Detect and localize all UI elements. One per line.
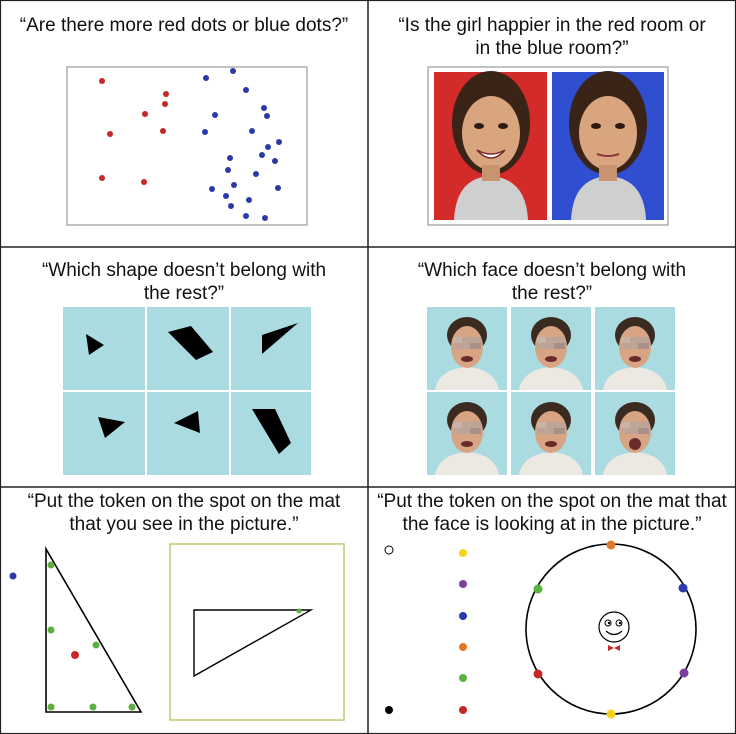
mat-spot — [47, 561, 55, 569]
face-happy-icon — [452, 71, 530, 220]
blue-dot — [212, 112, 218, 118]
shape-tile — [147, 392, 229, 475]
blue-dot — [223, 193, 229, 199]
blue-dot — [225, 167, 231, 173]
panel-shapes: “Which shape doesn’t belong with the res… — [0, 247, 368, 487]
red-dot — [141, 179, 147, 185]
circle-display — [384, 540, 697, 719]
circle-spot-orange — [606, 540, 616, 550]
dots-display — [66, 66, 308, 226]
face-tile — [427, 307, 507, 390]
token-red — [459, 706, 467, 714]
blue-dot — [253, 171, 259, 177]
blue-dot — [249, 128, 255, 134]
blue-dot — [231, 182, 237, 188]
mat-spot — [92, 641, 100, 649]
triangle-display — [9, 543, 345, 721]
token-green — [459, 674, 467, 682]
circle-spot-red — [533, 669, 543, 679]
blue-dot — [261, 105, 267, 111]
mat-spot — [47, 626, 55, 634]
mat-spot — [89, 703, 97, 711]
circle-spot-yellow — [606, 709, 616, 719]
blue-dot — [230, 68, 236, 74]
token-column — [384, 545, 467, 714]
face-tile — [511, 392, 591, 475]
picture-spot — [296, 608, 302, 614]
panel-faces: “Which face doesn’t belong with the rest… — [368, 247, 736, 487]
faces-display — [427, 307, 675, 475]
blue-dot — [228, 203, 234, 209]
panel-circle-mat: “Put the token on the spot on the mat th… — [368, 487, 736, 734]
red-dot — [99, 78, 105, 84]
triangle-mat — [45, 546, 143, 713]
token-dot — [9, 572, 17, 580]
red-dot — [99, 175, 105, 181]
panel-triangle-mat: “Put the token on the spot on the mat th… — [0, 487, 368, 734]
shape-tile — [63, 307, 145, 390]
blue-dot — [275, 185, 281, 191]
circle-spot-purple — [679, 668, 689, 678]
token-purple — [459, 580, 467, 588]
face-tile — [427, 392, 507, 475]
token-blue — [459, 612, 467, 620]
blue-dot — [272, 158, 278, 164]
smiley-face-icon — [598, 611, 630, 651]
token-orange — [459, 643, 467, 651]
blue-dot — [202, 129, 208, 135]
circle-spot-blue — [678, 583, 688, 593]
blue-dot — [264, 113, 270, 119]
mat-target-spot — [71, 651, 79, 659]
blue-dot — [243, 87, 249, 93]
shapes-display — [63, 307, 311, 475]
rooms-display — [427, 66, 669, 226]
blue-dot — [203, 75, 209, 81]
panel-dots: “Are there more red dots or blue dots?” — [0, 0, 368, 247]
red-dot — [162, 101, 168, 107]
red-dot — [160, 128, 166, 134]
red-room — [434, 71, 547, 220]
blue-dot — [276, 139, 282, 145]
red-dot — [107, 131, 113, 137]
blue-dot — [262, 215, 268, 221]
red-dot — [142, 111, 148, 117]
blue-dot — [227, 155, 233, 161]
mat-spot — [47, 703, 55, 711]
token-yellow — [459, 549, 467, 557]
circle-spot-green — [533, 584, 543, 594]
face-tile — [511, 307, 591, 390]
blue-room — [552, 71, 664, 220]
shape-tile — [231, 307, 311, 390]
face-tile — [595, 307, 675, 390]
blue-dot — [265, 144, 271, 150]
triangle-picture — [169, 543, 345, 721]
dots-frame — [66, 66, 308, 226]
face-tile — [595, 392, 675, 475]
red-dot — [163, 91, 169, 97]
blue-dot — [246, 197, 252, 203]
blue-dot — [259, 152, 265, 158]
blue-dot — [209, 186, 215, 192]
mat-spot — [128, 703, 136, 711]
bow-tie-icon — [608, 645, 620, 651]
panel-rooms: “Is the girl happier in the red room or … — [368, 0, 736, 247]
blue-dot — [243, 213, 249, 219]
face-neutral-icon — [569, 71, 647, 220]
token-black — [385, 706, 393, 714]
token-empty — [384, 545, 394, 555]
